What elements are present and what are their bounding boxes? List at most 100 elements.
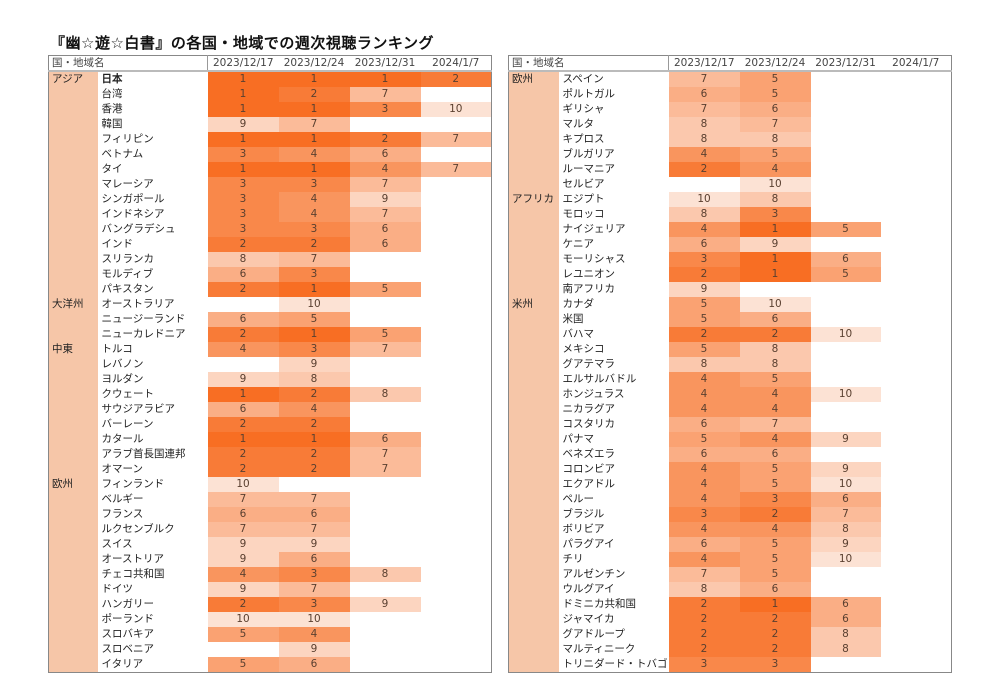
rank-cell: 2: [739, 612, 811, 627]
table-row: グアドループ 2 2 8: [509, 627, 952, 642]
rank-cell: [881, 282, 952, 297]
table-row: アラブ首長国連邦 2 2 7: [49, 447, 492, 462]
rank-cell: 6: [739, 582, 811, 597]
rank-cell: [881, 567, 952, 582]
rank-cell: 6: [207, 312, 279, 327]
page-title: 『幽☆遊☆白書』の各国・地域での週次視聴ランキング: [50, 34, 434, 52]
country-name: ニューカレドニア: [101, 328, 186, 340]
rank-cell: [421, 432, 492, 447]
rank-cell: 4: [668, 552, 740, 567]
rank-cell: [811, 162, 881, 177]
rank-cell: [421, 192, 492, 207]
rank-cell: [881, 252, 952, 267]
rank-cell: 2: [207, 462, 279, 477]
rank-cell: [350, 492, 421, 507]
rank-cell: [881, 627, 952, 642]
country-name: ポーランド: [101, 613, 155, 625]
region-label: 大洋州: [48, 297, 98, 342]
rank-cell: [881, 552, 952, 567]
rank-cell: [208, 297, 279, 312]
rank-cell: 1: [207, 432, 279, 447]
rank-cell: 7: [278, 117, 350, 132]
country-name: ボリビア: [562, 523, 605, 535]
rank-cell: 2: [668, 642, 740, 657]
country-name: ブラジル: [562, 508, 605, 520]
table-row: マレーシア 3 3 7: [49, 177, 492, 192]
rank-cell: 4: [668, 222, 740, 237]
table-row: アルゼンチン 7 5: [509, 567, 952, 582]
rank-cell: 6: [349, 237, 421, 252]
rank-cell: [811, 207, 881, 222]
country-name: コロンビア: [562, 463, 616, 475]
country-name: ニュージーランド: [101, 313, 186, 325]
rank-cell: 8: [739, 132, 811, 147]
rank-cell: [421, 402, 492, 417]
rank-cell: [350, 627, 421, 642]
rank-cell: 5: [739, 462, 811, 477]
rank-cell: 6: [668, 537, 740, 552]
rank-cell: [421, 222, 492, 237]
rank-cell: 9: [810, 432, 881, 447]
table-row: パラグアイ 6 5 9: [509, 537, 952, 552]
rank-cell: [811, 402, 881, 417]
table-row: 欧州 フィンランド 10: [48, 477, 492, 673]
rank-cell: 10: [810, 327, 881, 342]
rank-cell: 7: [207, 492, 279, 507]
rank-cell: 9: [278, 357, 350, 372]
rank-cell: 2: [668, 627, 740, 642]
rank-cell: 2: [668, 612, 740, 627]
rank-cell: [350, 537, 421, 552]
table-row: ドイツ 9 7: [49, 582, 492, 597]
rank-cell: 7: [278, 522, 350, 537]
table-row: ポルトガル 6 5: [509, 87, 952, 102]
rank-cell: [421, 357, 492, 372]
rank-cell: [421, 507, 492, 522]
rank-cell: 1: [207, 387, 279, 402]
rank-cell: 6: [278, 507, 350, 522]
rank-cell: 5: [739, 372, 811, 387]
table-row: ポーランド 10 10: [49, 612, 492, 627]
country-name: カナダ: [562, 298, 595, 310]
table-row: ハンガリー 2 3 9: [49, 597, 492, 612]
rank-cell: 1: [278, 327, 350, 342]
country-name: モーリシャス: [562, 253, 626, 265]
rank-cell: 8: [810, 642, 881, 657]
table-row: インド 2 2 6: [49, 237, 492, 252]
rank-cell: 5: [349, 282, 421, 297]
rank-cell: 5: [739, 537, 811, 552]
country-name: スペイン: [562, 73, 604, 85]
country-name: 台湾: [101, 88, 123, 100]
table-row: エルサルバドル 4 5: [509, 372, 952, 387]
table-row: グアテマラ 8 8: [509, 357, 952, 372]
rank-cell: [421, 462, 492, 477]
rank-cell: 5: [668, 312, 740, 327]
country-name: ドイツ: [101, 583, 134, 595]
rank-cell: 6: [810, 612, 881, 627]
country-name: スイス: [101, 538, 133, 550]
rank-cell: 7: [668, 71, 740, 87]
rank-cell: [421, 642, 492, 657]
rank-cell: 8: [739, 192, 811, 207]
rank-cell: [811, 71, 881, 87]
rank-cell: 5: [349, 327, 421, 342]
rank-cell: [881, 582, 952, 597]
header-date: 2023/12/17: [668, 55, 740, 72]
country-name: トルコ: [101, 343, 133, 355]
country-name: マルティニーク: [562, 643, 636, 655]
country-name: ギリシャ: [562, 103, 605, 115]
country-name: ベネズエラ: [562, 448, 616, 460]
rank-cell: 8: [668, 117, 740, 132]
rank-cell: [811, 282, 881, 297]
rank-cell: 4: [278, 627, 350, 642]
rank-cell: [421, 537, 492, 552]
rank-cell: [881, 597, 952, 612]
rank-cell: 2: [207, 327, 279, 342]
rank-cell: [881, 117, 952, 132]
rank-cell: 9: [207, 117, 279, 132]
rank-cell: 5: [207, 657, 279, 673]
header-date: 2023/12/31: [810, 55, 881, 72]
rank-cell: 5: [278, 312, 350, 327]
table-row: シンガポール 3 4 9: [49, 192, 492, 207]
rank-cell: 9: [278, 642, 350, 657]
rank-cell: [421, 117, 492, 132]
